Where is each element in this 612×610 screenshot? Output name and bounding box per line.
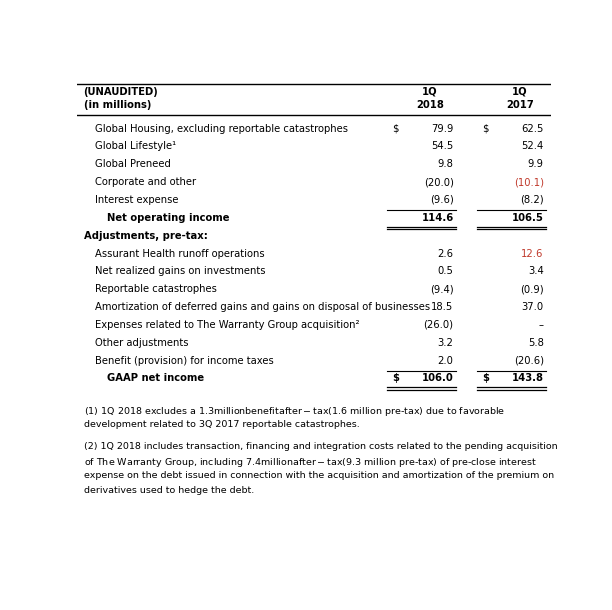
Text: 1Q: 1Q: [422, 87, 438, 97]
Text: 9.8: 9.8: [438, 159, 453, 169]
Text: Amortization of deferred gains and gains on disposal of businesses: Amortization of deferred gains and gains…: [95, 302, 431, 312]
Text: derivatives used to hedge the debt.: derivatives used to hedge the debt.: [84, 486, 254, 495]
Text: Corporate and other: Corporate and other: [95, 177, 196, 187]
Text: Net operating income: Net operating income: [107, 213, 230, 223]
Text: (10.1): (10.1): [513, 177, 543, 187]
Text: $: $: [482, 373, 489, 384]
Text: 2018: 2018: [416, 101, 444, 110]
Text: Adjustments, pre-tax:: Adjustments, pre-tax:: [84, 231, 207, 241]
Text: 114.6: 114.6: [421, 213, 453, 223]
Text: (9.6): (9.6): [430, 195, 453, 205]
Text: (in millions): (in millions): [84, 101, 151, 110]
Text: Global Housing, excluding reportable catastrophes: Global Housing, excluding reportable cat…: [95, 124, 348, 134]
Text: 52.4: 52.4: [521, 142, 543, 151]
Text: $: $: [392, 124, 398, 134]
Text: Net realized gains on investments: Net realized gains on investments: [95, 267, 266, 276]
Text: (UNAUDITED): (UNAUDITED): [84, 87, 159, 97]
Text: 79.9: 79.9: [431, 124, 453, 134]
Text: 143.8: 143.8: [512, 373, 543, 384]
Text: $: $: [392, 373, 399, 384]
Text: GAAP net income: GAAP net income: [107, 373, 204, 384]
Text: –: –: [539, 320, 543, 330]
Text: Reportable catastrophes: Reportable catastrophes: [95, 284, 217, 294]
Text: of The Warranty Group, including $7.4 million after-tax ($9.3 million pre-tax) o: of The Warranty Group, including $7.4 mi…: [84, 456, 536, 470]
Text: (8.2): (8.2): [520, 195, 543, 205]
Text: development related to 3Q 2017 reportable catastrophes.: development related to 3Q 2017 reportabl…: [84, 420, 359, 429]
Text: 5.8: 5.8: [528, 338, 543, 348]
Text: 1Q: 1Q: [512, 87, 528, 97]
Text: Expenses related to The Warranty Group acquisition²: Expenses related to The Warranty Group a…: [95, 320, 360, 330]
Text: $: $: [482, 124, 488, 134]
Text: expense on the debt issued in connection with the acquisition and amortization o: expense on the debt issued in connection…: [84, 471, 554, 480]
Text: 2.0: 2.0: [438, 356, 453, 365]
Text: Interest expense: Interest expense: [95, 195, 179, 205]
Text: (26.0): (26.0): [424, 320, 453, 330]
Text: Global Preneed: Global Preneed: [95, 159, 171, 169]
Text: 62.5: 62.5: [521, 124, 543, 134]
Text: 54.5: 54.5: [431, 142, 453, 151]
Text: (20.0): (20.0): [424, 177, 453, 187]
Text: 18.5: 18.5: [431, 302, 453, 312]
Text: Benefit (provision) for income taxes: Benefit (provision) for income taxes: [95, 356, 274, 365]
Text: Other adjustments: Other adjustments: [95, 338, 189, 348]
Text: 106.0: 106.0: [422, 373, 453, 384]
Text: 106.5: 106.5: [512, 213, 543, 223]
Text: 12.6: 12.6: [521, 248, 543, 259]
Text: 3.4: 3.4: [528, 267, 543, 276]
Text: 2.6: 2.6: [438, 248, 453, 259]
Text: Assurant Health runoff operations: Assurant Health runoff operations: [95, 248, 265, 259]
Text: 37.0: 37.0: [521, 302, 543, 312]
Text: 9.9: 9.9: [528, 159, 543, 169]
Text: 2017: 2017: [506, 101, 534, 110]
Text: 3.2: 3.2: [438, 338, 453, 348]
Text: Global Lifestyle¹: Global Lifestyle¹: [95, 142, 177, 151]
Text: (2) 1Q 2018 includes transaction, financing and integration costs related to the: (2) 1Q 2018 includes transaction, financ…: [84, 442, 558, 451]
Text: (20.6): (20.6): [513, 356, 543, 365]
Text: (0.9): (0.9): [520, 284, 543, 294]
Text: (9.4): (9.4): [430, 284, 453, 294]
Text: 0.5: 0.5: [438, 267, 453, 276]
Text: (1) 1Q 2018 excludes a $1.3 million benefit after-tax ($1.6 million pre-tax) due: (1) 1Q 2018 excludes a $1.3 million bene…: [84, 405, 505, 418]
